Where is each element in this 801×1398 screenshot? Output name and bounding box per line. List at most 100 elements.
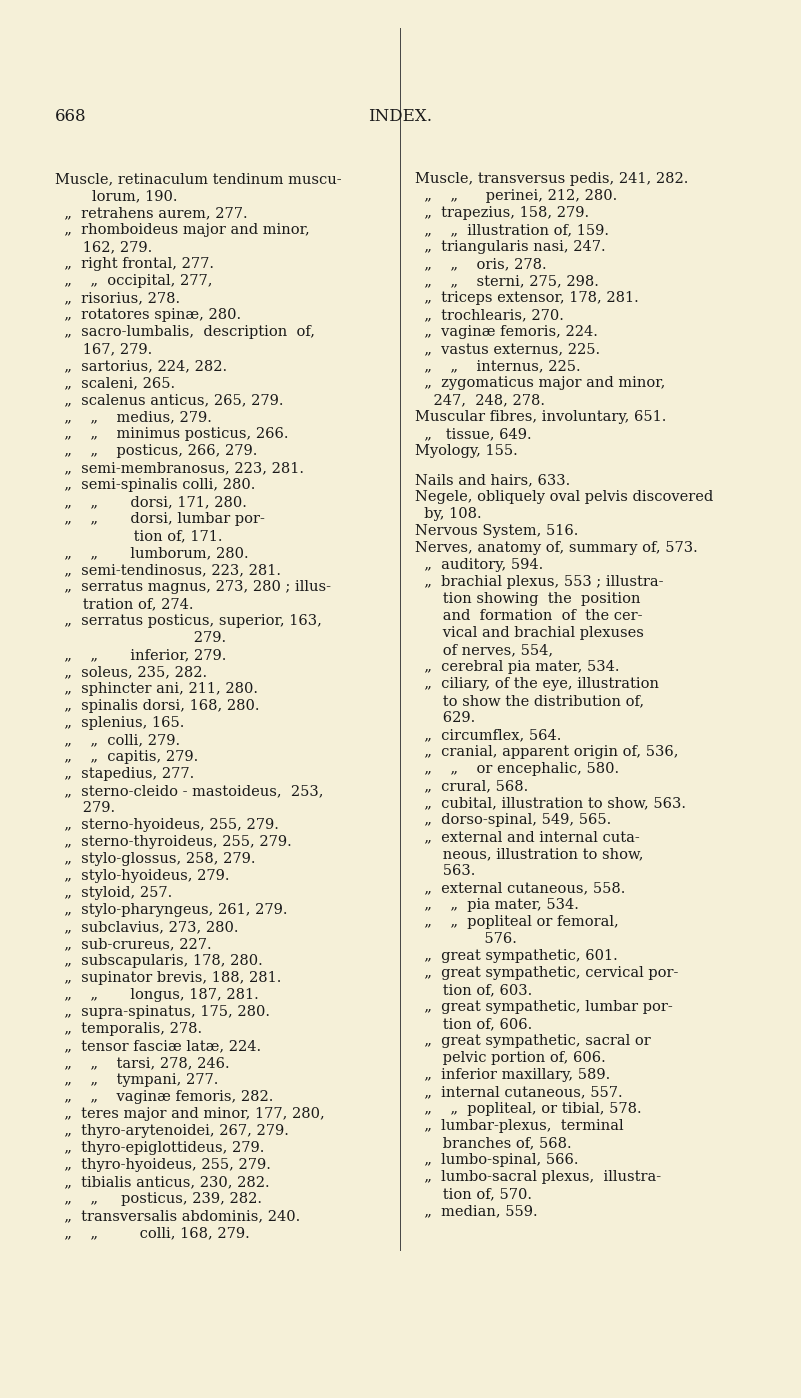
- Text: „  trapezius, 158, 279.: „ trapezius, 158, 279.: [415, 206, 589, 219]
- Text: branches of, 568.: branches of, 568.: [415, 1137, 572, 1151]
- Text: „  tensor fasciæ latæ, 224.: „ tensor fasciæ latæ, 224.: [55, 1039, 261, 1053]
- Text: „  serratus magnus, 273, 280 ; illus-: „ serratus magnus, 273, 280 ; illus-: [55, 580, 331, 594]
- Text: „  ciliary, of the eye, illustration: „ ciliary, of the eye, illustration: [415, 677, 659, 691]
- Text: „  risorius, 278.: „ risorius, 278.: [55, 291, 180, 305]
- Text: „    „    vaginæ femoris, 282.: „ „ vaginæ femoris, 282.: [55, 1090, 273, 1104]
- Text: „  cubital, illustration to show, 563.: „ cubital, illustration to show, 563.: [415, 795, 686, 809]
- Text: „    „    posticus, 266, 279.: „ „ posticus, 266, 279.: [55, 445, 257, 459]
- Text: „  triceps extensor, 178, 281.: „ triceps extensor, 178, 281.: [415, 291, 638, 305]
- Text: „  auditory, 594.: „ auditory, 594.: [415, 558, 543, 572]
- Text: Muscular fibres, involuntary, 651.: Muscular fibres, involuntary, 651.: [415, 410, 666, 424]
- Text: „  zygomaticus major and minor,: „ zygomaticus major and minor,: [415, 376, 666, 390]
- Text: by, 108.: by, 108.: [415, 507, 481, 521]
- Text: tion of, 603.: tion of, 603.: [415, 983, 532, 997]
- Text: „  great sympathetic, sacral or: „ great sympathetic, sacral or: [415, 1035, 650, 1048]
- Text: „  internal cutaneous, 557.: „ internal cutaneous, 557.: [415, 1085, 622, 1099]
- Text: „    „       inferior, 279.: „ „ inferior, 279.: [55, 649, 227, 663]
- Text: „    „       longus, 187, 281.: „ „ longus, 187, 281.: [55, 988, 259, 1002]
- Text: 167, 279.: 167, 279.: [55, 343, 152, 356]
- Text: „  styloid, 257.: „ styloid, 257.: [55, 886, 172, 900]
- Text: 563.: 563.: [415, 864, 475, 878]
- Text: „    „      perinei, 212, 280.: „ „ perinei, 212, 280.: [415, 189, 618, 203]
- Text: „  rhomboideus major and minor,: „ rhomboideus major and minor,: [55, 224, 310, 238]
- Text: „  serratus posticus, superior, 163,: „ serratus posticus, superior, 163,: [55, 614, 322, 628]
- Text: „  stapedius, 277.: „ stapedius, 277.: [55, 768, 195, 781]
- Text: „    „  popliteal or femoral,: „ „ popliteal or femoral,: [415, 914, 618, 928]
- Text: lorum, 190.: lorum, 190.: [55, 189, 178, 203]
- Text: „    „    medius, 279.: „ „ medius, 279.: [55, 410, 212, 424]
- Text: „  sterno-hyoideus, 255, 279.: „ sterno-hyoideus, 255, 279.: [55, 818, 279, 832]
- Text: „  temporalis, 278.: „ temporalis, 278.: [55, 1022, 202, 1036]
- Text: „  inferior maxillary, 589.: „ inferior maxillary, 589.: [415, 1068, 610, 1082]
- Text: to show the distribution of,: to show the distribution of,: [415, 693, 644, 707]
- Text: „  sartorius, 224, 282.: „ sartorius, 224, 282.: [55, 359, 227, 373]
- Text: „    „       dorsi, 171, 280.: „ „ dorsi, 171, 280.: [55, 495, 247, 509]
- Text: „   tissue, 649.: „ tissue, 649.: [415, 426, 532, 440]
- Text: „  vaginæ femoris, 224.: „ vaginæ femoris, 224.: [415, 324, 598, 338]
- Text: „    „    minimus posticus, 266.: „ „ minimus posticus, 266.: [55, 426, 288, 440]
- Text: „    „    or encephalic, 580.: „ „ or encephalic, 580.: [415, 762, 619, 776]
- Text: 279.: 279.: [55, 630, 226, 644]
- Text: „  transversalis abdominis, 240.: „ transversalis abdominis, 240.: [55, 1209, 300, 1223]
- Text: „  teres major and minor, 177, 280,: „ teres major and minor, 177, 280,: [55, 1107, 324, 1121]
- Text: tion of, 606.: tion of, 606.: [415, 1016, 532, 1030]
- Text: of nerves, 554,: of nerves, 554,: [415, 643, 553, 657]
- Text: „  thyro-hyoideus, 255, 279.: „ thyro-hyoideus, 255, 279.: [55, 1158, 271, 1172]
- Text: „  lumbo-sacral plexus,  illustra-: „ lumbo-sacral plexus, illustra-: [415, 1170, 661, 1184]
- Text: pelvic portion of, 606.: pelvic portion of, 606.: [415, 1051, 606, 1065]
- Text: „  stylo-hyoideus, 279.: „ stylo-hyoideus, 279.: [55, 870, 230, 884]
- Text: Muscle, transversus pedis, 241, 282.: Muscle, transversus pedis, 241, 282.: [415, 172, 688, 186]
- Text: vical and brachial plexuses: vical and brachial plexuses: [415, 626, 644, 640]
- Text: „  sterno-thyroideus, 255, 279.: „ sterno-thyroideus, 255, 279.: [55, 835, 292, 849]
- Text: „  lumbar-plexus,  terminal: „ lumbar-plexus, terminal: [415, 1118, 624, 1132]
- Text: „    „  illustration of, 159.: „ „ illustration of, 159.: [415, 224, 609, 238]
- Text: „  semi-tendinosus, 223, 281.: „ semi-tendinosus, 223, 281.: [55, 563, 281, 577]
- Text: „    „    tympani, 277.: „ „ tympani, 277.: [55, 1074, 219, 1088]
- Text: „  scaleni, 265.: „ scaleni, 265.: [55, 376, 175, 390]
- Text: „    „    internus, 225.: „ „ internus, 225.: [415, 359, 581, 373]
- Text: „  external and internal cuta-: „ external and internal cuta-: [415, 830, 640, 844]
- Text: „  vastus externus, 225.: „ vastus externus, 225.: [415, 343, 600, 356]
- Text: „  dorso-spinal, 549, 565.: „ dorso-spinal, 549, 565.: [415, 812, 611, 826]
- Text: „    „    sterni, 275, 298.: „ „ sterni, 275, 298.: [415, 274, 599, 288]
- Text: „  circumflex, 564.: „ circumflex, 564.: [415, 728, 562, 742]
- Text: „  lumbo-spinal, 566.: „ lumbo-spinal, 566.: [415, 1153, 578, 1167]
- Text: „  sub-crureus, 227.: „ sub-crureus, 227.: [55, 937, 211, 951]
- Text: „  soleus, 235, 282.: „ soleus, 235, 282.: [55, 665, 207, 679]
- Text: „  great sympathetic, cervical por-: „ great sympathetic, cervical por-: [415, 966, 678, 980]
- Text: tion of, 171.: tion of, 171.: [55, 528, 223, 542]
- Text: „  triangularis nasi, 247.: „ triangularis nasi, 247.: [415, 240, 606, 254]
- Text: „  cerebral pia mater, 534.: „ cerebral pia mater, 534.: [415, 660, 619, 674]
- Text: „  sterno-cleido - mastoideus,  253,: „ sterno-cleido - mastoideus, 253,: [55, 784, 324, 798]
- Text: tion showing  the  position: tion showing the position: [415, 591, 641, 605]
- Text: „  median, 559.: „ median, 559.: [415, 1204, 537, 1218]
- Text: „  right frontal, 277.: „ right frontal, 277.: [55, 257, 214, 271]
- Text: „  crural, 568.: „ crural, 568.: [415, 779, 528, 793]
- Text: „    „  pia mater, 534.: „ „ pia mater, 534.: [415, 898, 579, 911]
- Text: 576.: 576.: [415, 932, 517, 946]
- Text: „  external cutaneous, 558.: „ external cutaneous, 558.: [415, 881, 626, 895]
- Text: Myology, 155.: Myology, 155.: [415, 445, 517, 459]
- Text: „  sacro-lumbalis,  description  of,: „ sacro-lumbalis, description of,: [55, 324, 315, 338]
- Text: „  trochlearis, 270.: „ trochlearis, 270.: [415, 308, 564, 322]
- Text: „  semi-spinalis colli, 280.: „ semi-spinalis colli, 280.: [55, 478, 256, 492]
- Text: „    „  occipital, 277,: „ „ occipital, 277,: [55, 274, 212, 288]
- Text: „    „    oris, 278.: „ „ oris, 278.: [415, 257, 546, 271]
- Text: Muscle, retinaculum tendinum muscu-: Muscle, retinaculum tendinum muscu-: [55, 172, 341, 186]
- Text: tration of, 274.: tration of, 274.: [55, 597, 194, 611]
- Text: „  splenius, 165.: „ splenius, 165.: [55, 716, 184, 730]
- Text: „    „  capitis, 279.: „ „ capitis, 279.: [55, 749, 199, 763]
- Text: „    „       dorsi, lumbar por-: „ „ dorsi, lumbar por-: [55, 512, 265, 526]
- Text: Nails and hairs, 633.: Nails and hairs, 633.: [415, 473, 570, 487]
- Text: „  stylo-pharyngeus, 261, 279.: „ stylo-pharyngeus, 261, 279.: [55, 903, 288, 917]
- Text: „  tibialis anticus, 230, 282.: „ tibialis anticus, 230, 282.: [55, 1174, 270, 1190]
- Text: Nerves, anatomy of, summary of, 573.: Nerves, anatomy of, summary of, 573.: [415, 541, 698, 555]
- Text: „  brachial plexus, 553 ; illustra-: „ brachial plexus, 553 ; illustra-: [415, 575, 663, 589]
- Text: „  supra-spinatus, 175, 280.: „ supra-spinatus, 175, 280.: [55, 1005, 270, 1019]
- Text: „  great sympathetic, lumbar por-: „ great sympathetic, lumbar por-: [415, 1000, 673, 1014]
- Text: „  retrahens aurem, 277.: „ retrahens aurem, 277.: [55, 206, 248, 219]
- Text: „  thyro-arytenoidei, 267, 279.: „ thyro-arytenoidei, 267, 279.: [55, 1124, 289, 1138]
- Text: „  supinator brevis, 188, 281.: „ supinator brevis, 188, 281.: [55, 972, 281, 986]
- Text: and  formation  of  the cer-: and formation of the cer-: [415, 610, 642, 624]
- Text: 162, 279.: 162, 279.: [55, 240, 152, 254]
